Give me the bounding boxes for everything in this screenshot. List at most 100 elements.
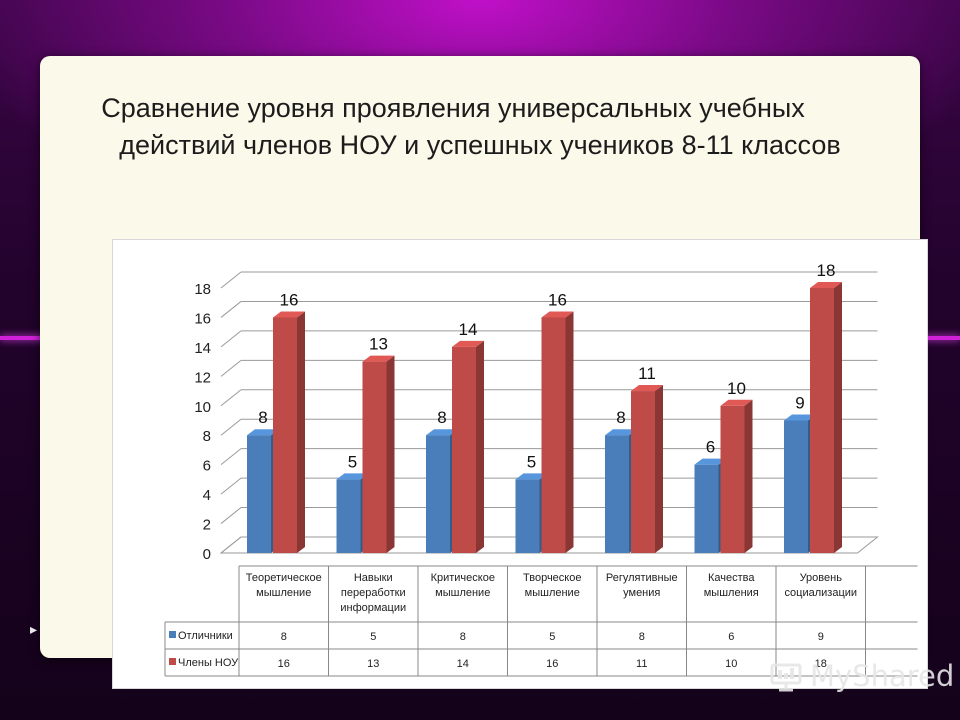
data-label: 16 — [548, 290, 567, 309]
y-tick-label: 8 — [203, 428, 211, 445]
bar-series2-side — [565, 311, 574, 553]
y-tick-label: 6 — [203, 458, 211, 475]
data-label: 10 — [727, 379, 746, 398]
bar-series1 — [605, 435, 629, 553]
legend-key — [169, 631, 176, 638]
bar-series2-top — [362, 355, 395, 362]
bar-series2-side — [834, 282, 842, 553]
data-label: 5 — [348, 452, 357, 471]
category-label: мышления — [704, 587, 759, 599]
bar-series2 — [362, 361, 387, 553]
data-label: 18 — [817, 261, 836, 280]
data-label: 16 — [280, 290, 299, 309]
bar-series1-top — [694, 458, 727, 465]
data-label: 14 — [459, 320, 478, 339]
category-label: Теоретическое — [246, 572, 322, 584]
table-cell: 16 — [278, 658, 290, 670]
bar-series1 — [247, 435, 271, 553]
bar-series1 — [515, 479, 540, 553]
bar-series2-side — [476, 340, 484, 553]
gridline-side — [220, 359, 242, 377]
bar-series1-top — [784, 414, 816, 421]
bar-series2-top — [273, 311, 305, 318]
bar-series1-top — [426, 429, 458, 436]
category-label: Критическое — [431, 572, 495, 584]
watermark: MyShared — [768, 656, 954, 696]
category-label: Навыки — [354, 572, 393, 584]
data-label: 8 — [616, 408, 625, 427]
bar-series2 — [452, 346, 476, 553]
category-label: мышление — [256, 587, 311, 599]
y-tick-label: 0 — [203, 546, 211, 563]
table-cell: 8 — [460, 631, 466, 643]
table-cell: 8 — [639, 631, 645, 643]
chart-container: 0 2 4 6 8 10 12 14 16 18 8 16 5 13 8 14 5 16 8 11 6 10 9 18 Теор… — [112, 239, 928, 689]
category-label: Творческое — [523, 572, 581, 584]
y-tick-label: 14 — [194, 340, 211, 357]
bar-series2 — [720, 405, 745, 553]
gridline-side — [220, 477, 242, 495]
title-line-2: действий членов НОУ и успешных учеников … — [119, 130, 841, 160]
bar-series1-top — [247, 429, 279, 436]
bar-series1 — [784, 420, 808, 553]
gridline-side — [220, 389, 242, 407]
bar-chart: 0 2 4 6 8 10 12 14 16 18 8 16 5 13 8 14 5 16 8 11 6 10 9 18 Теор… — [164, 261, 918, 677]
y-tick-label: 4 — [203, 487, 211, 504]
bar-series1-top — [336, 473, 369, 480]
bar-series2-side — [386, 355, 395, 553]
legend-label: Члены НОУ — [178, 657, 239, 669]
table-cell: 13 — [367, 658, 379, 670]
legend-label: Отличники — [178, 630, 233, 642]
legend-key — [169, 658, 176, 665]
table-cell: 5 — [549, 631, 555, 643]
category-label: мышление — [525, 587, 580, 599]
gridline-side — [220, 448, 242, 466]
table-cell: 9 — [818, 631, 824, 643]
presentation-screen-icon — [770, 663, 802, 692]
title-line-1: Сравнение уровня проявления универсальны… — [101, 93, 805, 123]
y-tick-label: 16 — [194, 310, 211, 327]
category-label: Регулятивные — [606, 572, 678, 584]
bar-series1 — [694, 464, 719, 553]
bar-series2-top — [452, 340, 484, 347]
gridline-side — [220, 507, 242, 524]
y-tick-label: 2 — [203, 517, 211, 534]
data-label: 11 — [638, 364, 656, 383]
data-label: 6 — [706, 438, 715, 457]
bar-series2-top — [631, 385, 663, 392]
watermark-text: MyShared — [810, 659, 955, 693]
bar-series2-side — [744, 399, 753, 553]
y-tick-label: 12 — [194, 369, 211, 386]
table-cell: 6 — [728, 631, 734, 643]
category-label: переработки — [341, 587, 406, 599]
table-cell: 10 — [725, 658, 737, 670]
bar-series2 — [541, 317, 566, 553]
table-cell: 8 — [281, 631, 287, 643]
table-cell: 5 — [370, 631, 376, 643]
slide-title: Сравнение уровня проявления универсальны… — [40, 90, 920, 164]
gridline-side — [220, 301, 242, 318]
bar-series1-top — [605, 429, 637, 436]
category-label: мышление — [435, 587, 490, 599]
data-label: 8 — [258, 408, 267, 427]
table-cell: 11 — [636, 658, 647, 670]
data-label: 9 — [795, 394, 804, 413]
category-label: умения — [623, 587, 660, 599]
bar-series2-top — [720, 399, 753, 406]
bar-series2 — [631, 391, 655, 553]
data-label: 5 — [527, 452, 536, 471]
bar-series1 — [426, 435, 450, 553]
bar-series2 — [273, 317, 297, 553]
gridline-side — [220, 271, 242, 289]
y-tick-label: 18 — [194, 281, 211, 298]
bar-series2-side — [297, 311, 305, 553]
bar-series2-top — [541, 311, 574, 318]
bar-series2-side — [655, 385, 663, 553]
slide-card: Сравнение уровня проявления универсальны… — [40, 56, 928, 689]
category-label: социализации — [784, 587, 857, 599]
bar-series2-top — [810, 282, 842, 288]
data-label: 13 — [369, 335, 388, 354]
gridline-side — [220, 330, 242, 348]
data-label: 8 — [437, 408, 446, 427]
pointer-marker-icon: ▸ — [30, 621, 38, 637]
